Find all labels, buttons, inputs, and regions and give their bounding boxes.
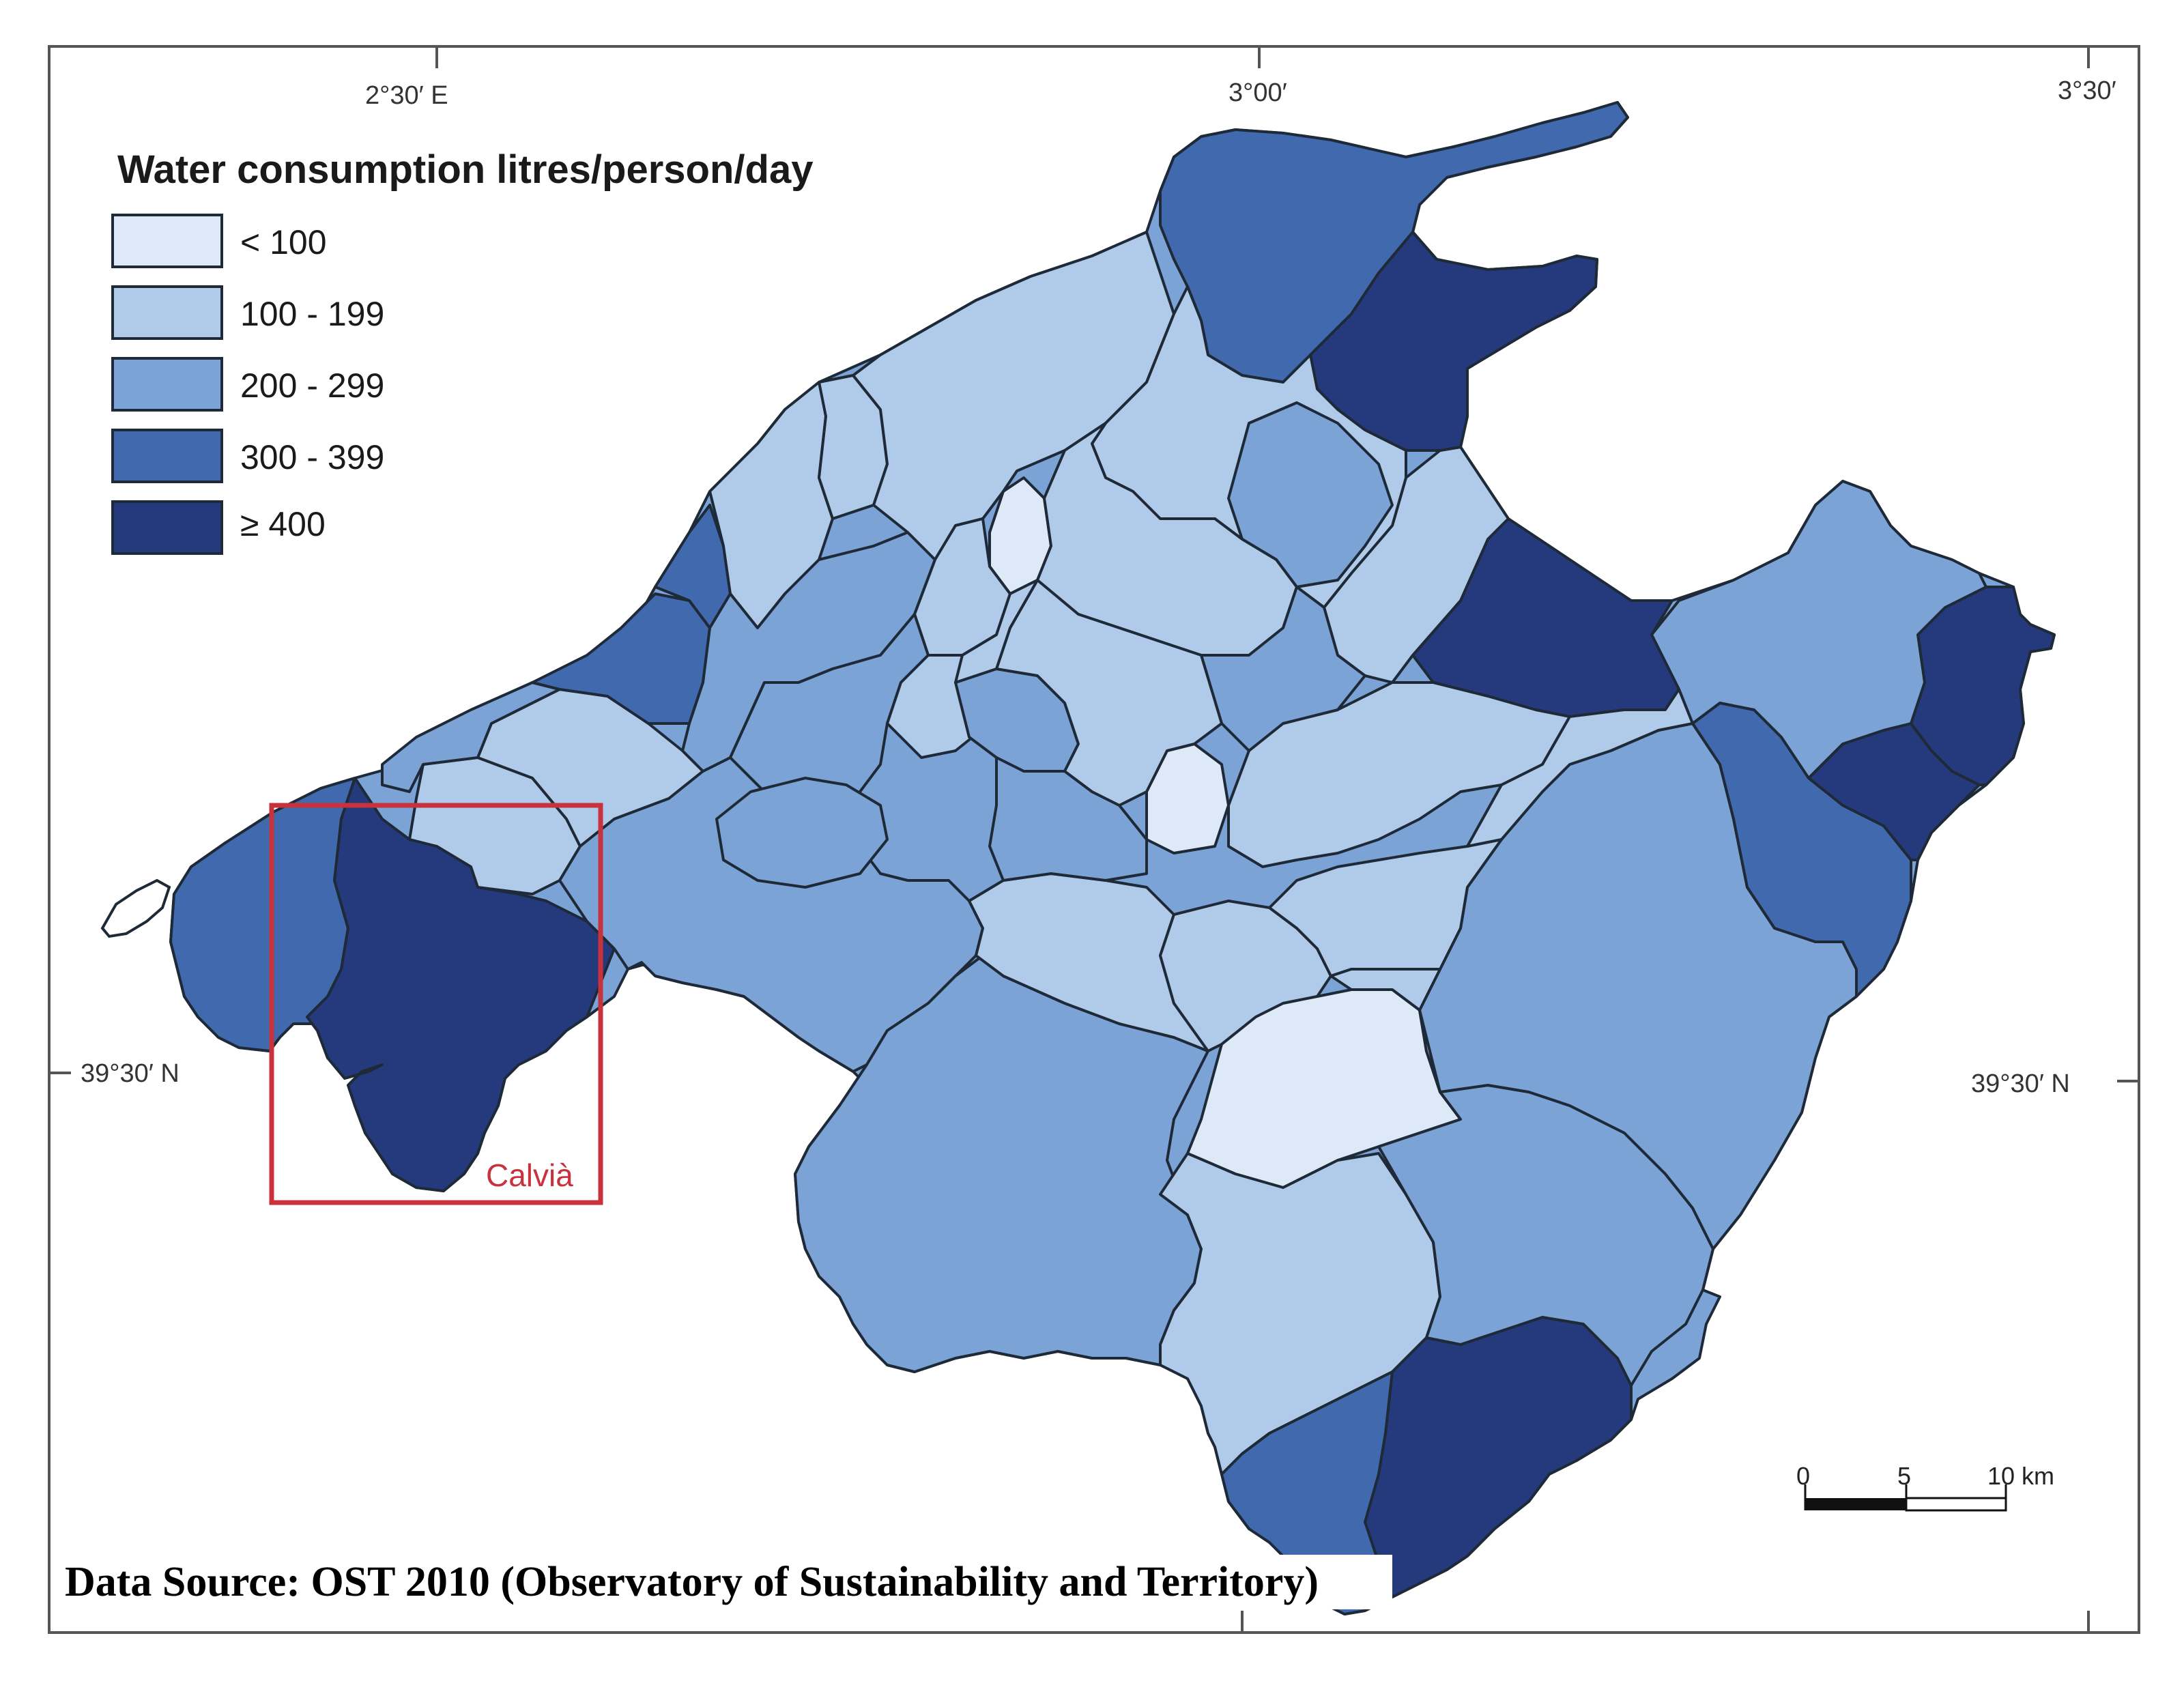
municipality-region bbox=[306, 777, 616, 1192]
legend-swatch-100-199 bbox=[111, 285, 223, 340]
legend-label-200-299: 200 - 299 bbox=[240, 367, 384, 405]
legend-swatch-200-299 bbox=[111, 357, 223, 412]
dragonera-islet bbox=[100, 878, 171, 938]
municipality-region bbox=[381, 681, 561, 793]
municipality-region bbox=[1227, 401, 1394, 588]
legend-swatch-gte400 bbox=[111, 500, 223, 555]
municipality-region bbox=[1466, 688, 1694, 848]
graticule-label-lat-right: 39°30′ N bbox=[1971, 1069, 2070, 1098]
municipality-region bbox=[1330, 968, 1441, 1093]
calvia-label: Calvià bbox=[486, 1158, 573, 1193]
legend-label-100-199: 100 - 199 bbox=[240, 295, 384, 333]
graticule-label-3-30: 3°30′ bbox=[2058, 76, 2116, 105]
legend-label-300-399: 300 - 399 bbox=[240, 438, 384, 476]
legend-label-lt100: < 100 bbox=[240, 223, 327, 261]
scale-bar-light-segment bbox=[1905, 1497, 2007, 1512]
municipality-region bbox=[954, 579, 1039, 684]
municipality-region bbox=[1200, 586, 1366, 752]
calvia-highlight-box bbox=[269, 803, 603, 1205]
legend-title: Water consumption litres/person/day bbox=[117, 147, 813, 192]
scale-bar-label-5: 5 bbox=[1897, 1462, 1911, 1490]
graticule-label-2-30e: 2°30′ E bbox=[365, 81, 448, 110]
municipality-region bbox=[1268, 838, 1503, 977]
scale-bar-label-10km: 10 km bbox=[1987, 1462, 2054, 1490]
graticule bbox=[49, 46, 2139, 1633]
scale-bar-label-0: 0 bbox=[1796, 1462, 1810, 1490]
graticule-label-lat-left: 39°30′ N bbox=[81, 1059, 179, 1088]
legend-swatch-lt100 bbox=[111, 214, 223, 268]
legend-swatch-300-399 bbox=[111, 429, 223, 483]
municipality-region bbox=[715, 777, 889, 889]
municipality-region bbox=[1650, 480, 1987, 779]
scale-bar-dark-segment bbox=[1805, 1498, 1906, 1510]
graticule-label-3-00: 3°00′ bbox=[1228, 78, 1287, 107]
scale-bar: 0 5 10 km bbox=[1796, 1462, 2054, 1512]
municipality-region bbox=[1364, 1316, 1633, 1598]
source-caption-bg bbox=[58, 1555, 1392, 1609]
source-caption: Data Source: OST 2010 (Observatory of Su… bbox=[65, 1559, 1319, 1605]
municipalities bbox=[169, 101, 2056, 1615]
map-border bbox=[48, 45, 2140, 1634]
legend-label-gte400: ≥ 400 bbox=[240, 505, 326, 543]
legend: Water consumption litres/person/day < 10… bbox=[111, 147, 813, 555]
